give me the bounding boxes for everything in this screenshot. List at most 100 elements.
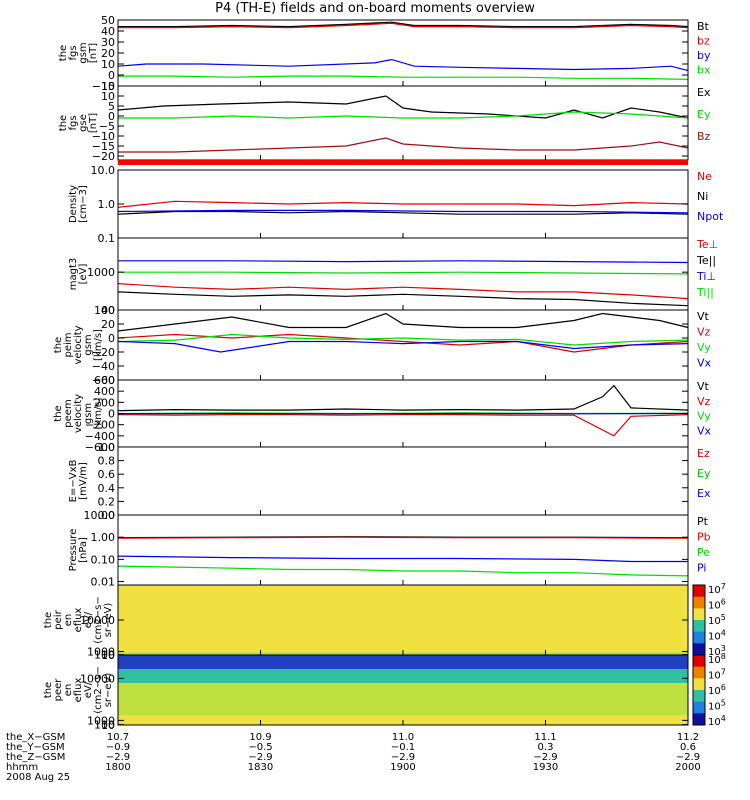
fgs-legend-bz: bz <box>697 35 710 48</box>
peir-ytick-label: 1000 <box>87 646 115 659</box>
density-ytick-label: 10.0 <box>91 164 116 177</box>
peer-colorbar-seg-1 <box>693 666 705 679</box>
peim-ytick-label: 0 <box>108 332 115 345</box>
temp-series-Ti|| <box>118 271 689 275</box>
fgs-ytick-label: 20 <box>101 47 115 60</box>
fgs_gse-ylabel-line: gse <box>78 114 89 132</box>
fgs-ylabel-line: [nT] <box>88 43 99 63</box>
peer-ytick-label: 100 <box>94 719 115 732</box>
peem-ytick-label: 0 <box>108 408 115 421</box>
peir-colorbar-seg-5 <box>693 643 705 656</box>
efield-ytick-label: 0.6 <box>98 468 116 481</box>
pressure-series-Pb <box>117 536 689 539</box>
xaxis-row-value: 11.2 <box>677 732 699 743</box>
peer-ylabel-line: peer <box>53 678 64 702</box>
xaxis-row-value: 11.0 <box>392 732 414 743</box>
density-legend-Ni: Ni <box>697 190 708 203</box>
temp-legend-Ti⊥: Ti⊥ <box>696 270 716 283</box>
fgs_gse-series-Bz <box>118 137 689 153</box>
fgs-ytick-label: 50 <box>101 14 115 27</box>
fgs_gse-panel-frame <box>117 85 689 161</box>
pressure-ytick-label: 0.10 <box>91 553 116 566</box>
xaxis-row-value: 10.9 <box>249 732 271 743</box>
peer-ylabel-line: sr−eV) <box>103 673 114 708</box>
xaxis-row-value: 10.7 <box>107 732 129 743</box>
peir-colorbar-seg-2 <box>693 608 705 621</box>
peim-ytick-label: −60 <box>92 374 115 387</box>
peir-colorbar-label: 106 <box>708 598 726 612</box>
fgs_gse-ylabel-line: the <box>58 115 69 131</box>
peir-ylabel-line: (cm2−s− <box>93 596 104 643</box>
peim-series-Vt <box>117 312 689 332</box>
xaxis-row-value: 2000 <box>675 762 700 773</box>
density-series-Ne <box>117 200 689 208</box>
peir-band-0 <box>118 585 688 653</box>
xaxis-row-value: 1930 <box>533 762 558 773</box>
peim-ylabel-line: peim <box>63 332 74 357</box>
peir-colorbar-label: 104 <box>708 629 726 643</box>
density-ylabel-line: Density <box>68 185 79 223</box>
density-ytick-label: 1.0 <box>98 198 116 211</box>
peim-ytick-label: −20 <box>92 346 115 359</box>
fgs_gse-legend-Ex: Ex <box>697 86 711 99</box>
xaxis-row-label: the_Y−GSM <box>6 742 65 753</box>
peir-ytick-label: 100 <box>94 649 115 662</box>
fgs_gse-legend-Ey: Ey <box>697 108 711 121</box>
peim-legend-Vx: Vx <box>697 357 712 370</box>
peir-ylabel-line: eflux <box>73 608 84 633</box>
density-ytick-label: 0.1 <box>98 232 116 245</box>
xaxis-row-value: 1830 <box>248 762 273 773</box>
fgs_gse-series-Ex <box>117 95 689 119</box>
density-legend-Ne: Ne <box>697 170 712 183</box>
fgs-series-bz <box>118 22 689 29</box>
pressure-ytick-label: 10.00 <box>84 509 116 522</box>
peim-legend-Vt: Vt <box>697 310 710 323</box>
peem-legend-Vx: Vx <box>697 424 712 437</box>
peem-ytick-label: 200 <box>94 396 115 409</box>
peer-colorbar-seg-0 <box>693 655 705 668</box>
peer-colorbar-seg-4 <box>693 701 705 714</box>
date-label: 2008 Aug 25 <box>6 772 70 783</box>
efield-legend-Ey: Ey <box>697 467 711 480</box>
efield-ytick-label: 0.4 <box>98 482 116 495</box>
pressure-ylabel-line: Pressure <box>68 529 79 572</box>
fgs_gse-ytick-label: 10 <box>101 90 115 103</box>
peir-colorbar-seg-1 <box>693 596 705 609</box>
fgs-ylabel-line: the <box>58 45 69 61</box>
peer-ytick-label: 10 <box>101 719 115 732</box>
fgs_gse-ytick-label: −10 <box>92 130 115 143</box>
xaxis-row-value: −0.5 <box>248 742 272 753</box>
fgs_gse-ytick-label: −15 <box>92 140 115 153</box>
xaxis-row-label: the_X−GSM <box>6 732 65 743</box>
flag-bar <box>118 160 688 165</box>
xaxis-row-value: 1900 <box>390 762 415 773</box>
fgs_gse-ytick-label: −5 <box>99 120 115 133</box>
xaxis-row-value: −2.9 <box>676 752 700 763</box>
page-title: P4 (TH-E) fields and on-board moments ov… <box>215 1 535 16</box>
temp-series-Ti⊥ <box>118 260 689 264</box>
peer-band-1 <box>118 669 688 684</box>
peer-colorbar-label: 105 <box>708 699 726 713</box>
peim-ylabel-line: the <box>53 337 64 353</box>
peem-ylabel-line: the <box>53 405 64 421</box>
peir-colorbar-label: 105 <box>708 613 726 627</box>
peim-ylabel-line: velocity <box>73 325 84 364</box>
peem-ylabel-line: [km/s] <box>93 397 104 429</box>
peim-ytick-label: 40 <box>101 304 115 317</box>
fgs_gse-ytick-label: 5 <box>108 100 115 113</box>
peer-colorbar-seg-5 <box>693 713 705 726</box>
peem-ylabel-line: gsm <box>83 403 94 424</box>
peim-ylabel-line: gsm <box>83 334 94 355</box>
peir-ylabel-line: the <box>43 612 54 628</box>
efield-ylabel-line: [mV/m] <box>78 462 89 500</box>
pressure-legend-Pi: Pi <box>697 562 706 575</box>
peir-ylabel-line: eV/ <box>83 611 94 628</box>
efield-legend-Ex: Ex <box>697 487 711 500</box>
fgs-ytick-label: 30 <box>101 36 115 49</box>
fgs-series-bx <box>118 75 689 80</box>
density-series-Npot <box>117 209 689 214</box>
efield-ytick-label: 0.8 <box>98 455 116 468</box>
peim-series-Vx <box>117 340 689 353</box>
xaxis-row-value: 0.3 <box>538 742 554 753</box>
density-legend-Npot: Npot <box>697 210 724 223</box>
